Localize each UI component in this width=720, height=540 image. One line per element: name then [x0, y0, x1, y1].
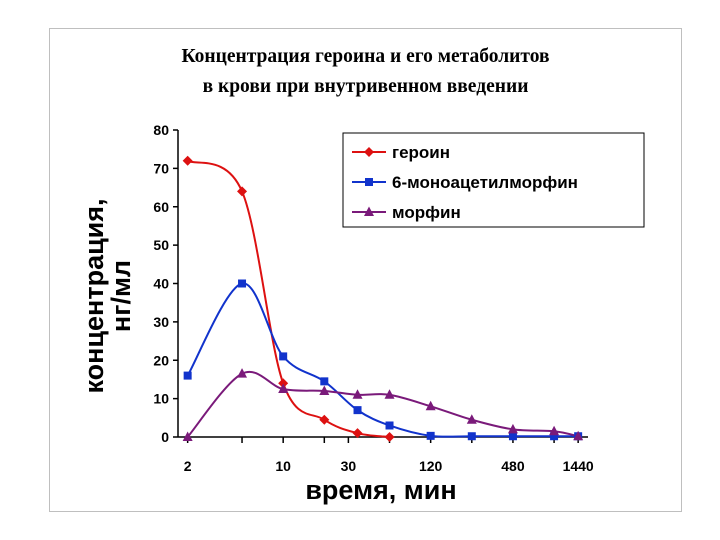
data-point-series-1: [182, 155, 193, 166]
y-axis-label-line-1: концентрация,: [79, 198, 109, 393]
data-point-series-1: [278, 378, 289, 389]
data-point-series-3: [352, 389, 363, 399]
x-axis-label: время, мин: [305, 475, 456, 505]
y-axis-label-line-2: нг/мл: [106, 260, 136, 332]
axes: 0 10 20 30 40 50 60 70 80 2 10 30 120 480 1440: [153, 122, 594, 474]
data-point-series-2: [320, 377, 329, 386]
legend-swatch-marker: [365, 178, 373, 186]
chart-frame: [49, 28, 682, 512]
legend-swatch-marker: [364, 147, 374, 157]
y-tick-label: 40: [153, 276, 169, 292]
data-point-series-2: [183, 371, 192, 380]
data-point-series-3: [507, 423, 518, 434]
data-point-series-3: [573, 430, 584, 441]
legend-label: морфин: [392, 203, 461, 222]
y-tick-label: 10: [153, 391, 169, 407]
data-point-series-3: [237, 368, 248, 378]
legend-swatch-marker: [364, 206, 374, 216]
series-markers: [182, 155, 584, 442]
data-point-series-3: [549, 425, 560, 436]
data-point-series-2: [508, 432, 517, 441]
data-point-series-2: [467, 432, 476, 441]
x-tick-label: 480: [501, 458, 525, 474]
data-point-series-2: [385, 421, 394, 430]
y-tick-label: 20: [153, 352, 169, 368]
x-tick-label: 1440: [563, 458, 594, 474]
chart-title: Концентрация героина и его метаболитов в…: [49, 42, 682, 102]
y-tick-label: 30: [153, 314, 169, 330]
legend: героин 6-моноацетилморфин морфин: [342, 132, 645, 228]
data-point-series-1: [319, 414, 330, 425]
legend-box: [342, 132, 645, 228]
data-point-series-2: [238, 279, 247, 288]
data-point-series-3: [182, 431, 193, 441]
legend-label: героин: [392, 143, 450, 162]
y-tick-label: 70: [153, 160, 169, 176]
data-point-series-3: [466, 414, 477, 424]
chart-title-line-1: Концентрация героина и его метаболитов: [181, 46, 550, 67]
data-point-series-3: [384, 389, 395, 399]
y-tick-label: 0: [161, 429, 169, 445]
data-point-series-2: [279, 352, 288, 361]
series-line-2: [186, 282, 579, 438]
data-point-series-3: [278, 383, 289, 394]
x-tick-label: 10: [275, 458, 291, 474]
x-tick-label: 120: [419, 458, 443, 474]
legend-label: 6-моноацетилморфин: [392, 173, 578, 192]
data-point-series-3: [319, 385, 330, 395]
data-point-series-3: [425, 400, 436, 411]
data-point-series-2: [550, 432, 559, 441]
x-tick-label: 30: [341, 458, 357, 474]
x-tick-label: 2: [184, 458, 192, 474]
y-tick-label: 60: [153, 199, 169, 215]
series-line-3: [186, 370, 579, 438]
data-point-series-1: [237, 186, 248, 197]
data-point-series-2: [353, 406, 362, 415]
data-point-series-2: [426, 431, 435, 440]
y-tick-label: 50: [153, 237, 169, 253]
chart-title-line-2: в крови при внутривенном введении: [202, 76, 529, 97]
data-point-series-1: [352, 428, 363, 439]
y-tick-label: 80: [153, 122, 169, 138]
data-point-series-1: [384, 432, 395, 442]
